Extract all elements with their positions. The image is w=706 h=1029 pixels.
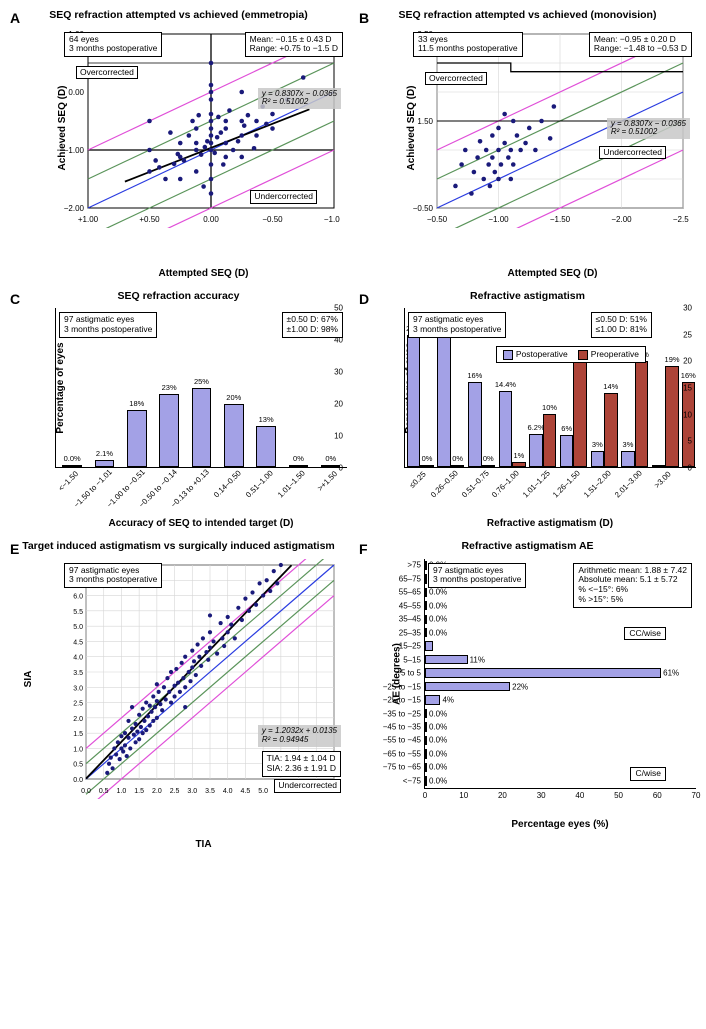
x-axis-label: Refractive astigmatism (D) <box>404 518 696 529</box>
y-axis-label: Achieved SEQ (D) <box>406 85 417 170</box>
svg-text:3.5: 3.5 <box>73 670 83 677</box>
svg-text:5.0: 5.0 <box>258 788 268 795</box>
y-axis-label: SIA <box>23 670 34 687</box>
svg-text:4.5: 4.5 <box>73 639 83 646</box>
panel-a: A SEQ refraction attempted vs achieved (… <box>10 10 347 279</box>
svg-text:1.5: 1.5 <box>134 788 144 795</box>
info-box-eyes: 64 eyes3 months postoperative <box>64 32 162 58</box>
undercorrected-label: Undercorrected <box>599 146 666 160</box>
info-box-stats: ≤0.50 D: 51%≤1.00 D: 81% <box>591 312 652 338</box>
overcorrected-label: Overcorrected <box>425 72 487 86</box>
x-axis-label: Attempted SEQ (D) <box>60 268 347 279</box>
svg-text:4.0: 4.0 <box>223 788 233 795</box>
panel-title: Refractive astigmatism AE <box>359 541 696 553</box>
svg-text:5.5: 5.5 <box>73 608 83 615</box>
svg-text:3.5: 3.5 <box>205 788 215 795</box>
postop-label: Postoperative <box>516 349 568 359</box>
info-box-stats: Mean: −0.95 ± 0.20 DRange: −1.48 to −0.5… <box>589 32 692 58</box>
panel-c: C SEQ refraction accuracy Percentage of … <box>10 291 347 530</box>
panel-title: Target induced astigmatism vs surgically… <box>10 541 347 553</box>
svg-text:1.0: 1.0 <box>117 788 127 795</box>
svg-text:5.0: 5.0 <box>73 624 83 631</box>
svg-text:−2.00: −2.00 <box>611 215 632 224</box>
svg-text:6.0: 6.0 <box>73 593 83 600</box>
x-axis-label: Attempted SEQ (D) <box>409 268 696 279</box>
ccwise-label: CC/wise <box>624 627 666 641</box>
svg-text:2.5: 2.5 <box>170 788 180 795</box>
svg-text:−0.50: −0.50 <box>413 204 434 213</box>
figure-grid: A SEQ refraction attempted vs achieved (… <box>10 10 696 850</box>
postop-swatch <box>503 350 513 360</box>
info-box-tia-sia: TIA: 1.94 ± 1.04 DSIA: 2.36 ± 1.91 D <box>262 751 341 777</box>
x-axis-label: Accuracy of SEQ to intended target (D) <box>55 518 347 529</box>
svg-text:−0.50: −0.50 <box>427 215 448 224</box>
panel-title: SEQ refraction accuracy <box>10 291 347 303</box>
panel-letter: A <box>10 10 20 26</box>
legend-d: Postoperative Preoperative <box>496 346 646 363</box>
svg-text:1.0: 1.0 <box>73 746 83 753</box>
panel-letter: D <box>359 291 369 307</box>
info-box-eyes: 97 astigmatic eyes3 months postoperative <box>59 312 157 338</box>
info-box-eyes: 97 astigmatic eyes3 months postoperative <box>428 563 526 589</box>
svg-text:−1.00: −1.00 <box>488 215 509 224</box>
svg-text:3.0: 3.0 <box>187 788 197 795</box>
info-box-eyes: 33 eyes11.5 months postoperative <box>413 32 523 58</box>
svg-text:0.5: 0.5 <box>73 761 83 768</box>
equation-box: y = 0.8307x − 0.0365R² = 0.51002 <box>258 88 341 110</box>
svg-text:−1.50: −1.50 <box>550 215 571 224</box>
svg-text:2.0: 2.0 <box>73 715 83 722</box>
x-axis-label: Percentage eyes (%) <box>424 819 696 830</box>
svg-text:−2.50: −2.50 <box>673 215 689 224</box>
preop-swatch <box>578 350 588 360</box>
panel-letter: E <box>10 541 19 557</box>
info-box-stats: Arithmetic mean: 1.88 ± 7.42Absolute mea… <box>573 563 692 608</box>
equation-box: y = 1.2032x + 0.0135R² = 0.94945 <box>258 725 341 747</box>
svg-text:0.0: 0.0 <box>73 777 83 784</box>
svg-text:4.5: 4.5 <box>241 788 251 795</box>
svg-text:0.5: 0.5 <box>99 788 109 795</box>
svg-text:−2.00: −2.00 <box>64 204 85 213</box>
preop-label: Preoperative <box>591 349 639 359</box>
svg-text:2.0: 2.0 <box>152 788 162 795</box>
svg-text:2.5: 2.5 <box>73 700 83 707</box>
svg-text:0.0: 0.0 <box>81 788 91 795</box>
svg-text:+0.50: +0.50 <box>139 215 160 224</box>
equation-box: y = 0.8307x − 0.0365R² = 0.51002 <box>607 118 690 140</box>
svg-text:3.0: 3.0 <box>73 685 83 692</box>
panel-b: B SEQ refraction attempted vs achieved (… <box>359 10 696 279</box>
cwise-label: C/wise <box>630 767 666 781</box>
panel-d: D Refractive astigmatism Percentage of e… <box>359 291 696 530</box>
svg-text:+1.00: +1.00 <box>78 215 99 224</box>
svg-text:0.00: 0.00 <box>203 215 219 224</box>
panel-letter: C <box>10 291 20 307</box>
info-box-stats: Mean: −0.15 ± 0.43 DRange: +0.75 to −1.5… <box>245 32 343 58</box>
info-box-stats: ±0.50 D: 67%±1.00 D: 98% <box>282 312 343 338</box>
panel-e: E Target induced astigmatism vs surgical… <box>10 541 347 850</box>
panel-title: SEQ refraction attempted vs achieved (mo… <box>359 10 696 22</box>
y-axis-label: Achieved SEQ (D) <box>57 85 68 170</box>
svg-text:−1.00: −1.00 <box>324 215 340 224</box>
undercorrected-label: Undercorrected <box>274 779 341 793</box>
panel-letter: F <box>359 541 368 557</box>
info-box-eyes: 97 astigmatic eyes3 months postoperative <box>408 312 506 338</box>
panel-letter: B <box>359 10 369 26</box>
svg-text:1.50: 1.50 <box>417 117 433 126</box>
svg-text:−0.50: −0.50 <box>262 215 283 224</box>
panel-f: F Refractive astigmatism AE AE (degrees)… <box>359 541 696 850</box>
panel-title: SEQ refraction attempted vs achieved (em… <box>10 10 347 22</box>
svg-text:1.5: 1.5 <box>73 731 83 738</box>
svg-text:4.0: 4.0 <box>73 654 83 661</box>
x-axis-label: TIA <box>60 839 347 850</box>
panel-title: Refractive astigmatism <box>359 291 696 303</box>
overcorrected-label: Overcorrected <box>76 66 138 80</box>
svg-text:0.00: 0.00 <box>68 88 84 97</box>
undercorrected-label: Undercorrected <box>250 190 317 204</box>
info-box-eyes: 97 astigmatic eyes3 months postoperative <box>64 563 162 589</box>
